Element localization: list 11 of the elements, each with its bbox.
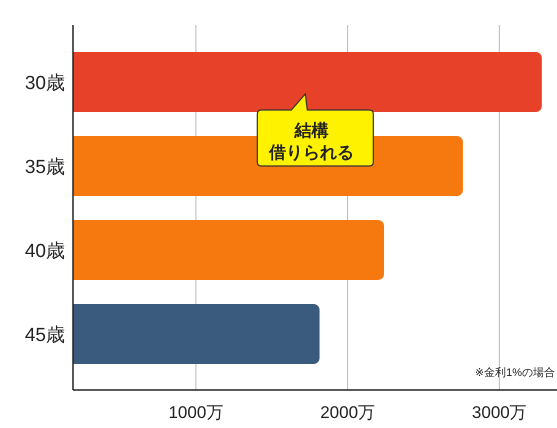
- category-label: 45歳: [24, 325, 65, 346]
- tick-label: 3000万: [472, 403, 527, 422]
- note: ※金利1%の場合: [474, 367, 555, 379]
- tick-label: 2000万: [320, 403, 376, 422]
- tick-label: 1000万: [168, 403, 224, 422]
- category-label: 30歳: [24, 73, 65, 94]
- callout: 結構 借りられる: [256, 93, 374, 167]
- annotation: 結構: [293, 121, 328, 140]
- category-label: 40歳: [24, 241, 65, 262]
- category-label: 35歳: [24, 157, 65, 178]
- annotation: 借りられる: [268, 143, 354, 162]
